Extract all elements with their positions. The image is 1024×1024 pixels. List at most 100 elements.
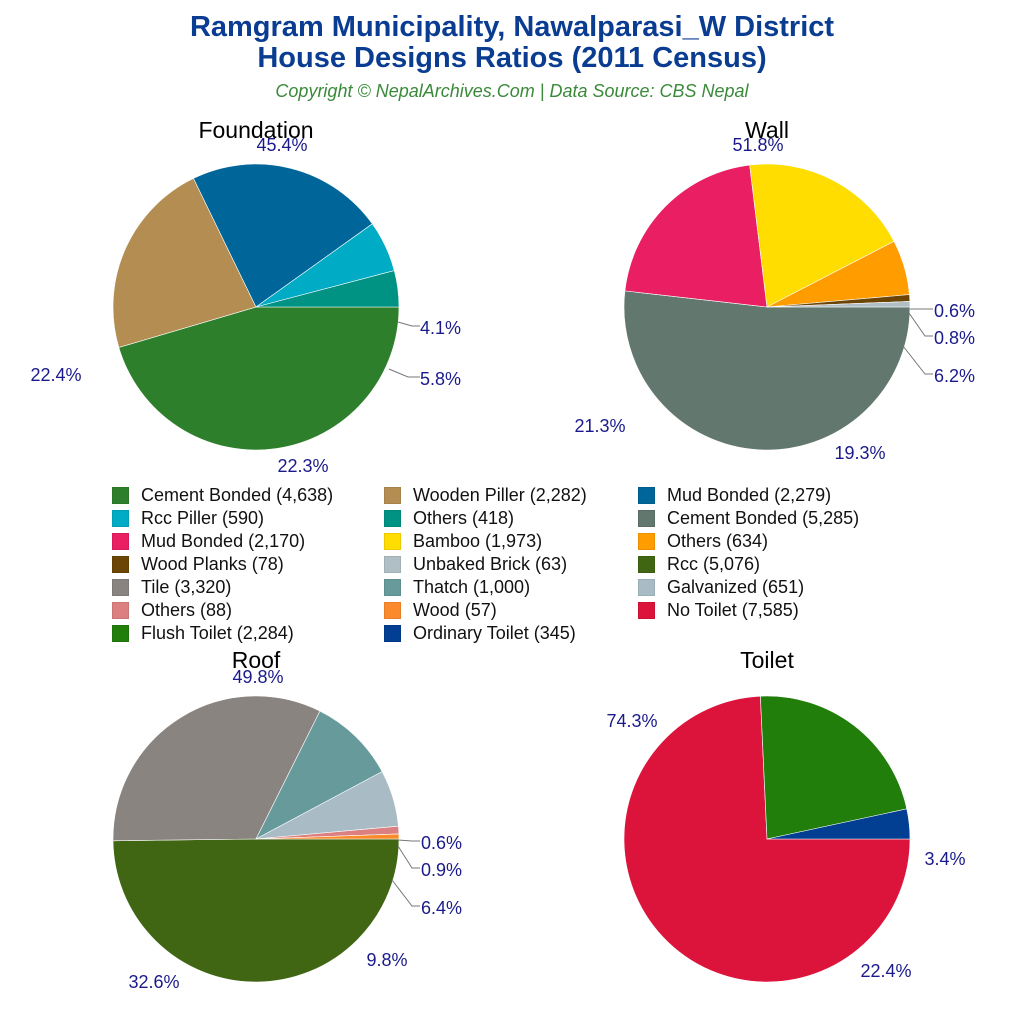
pie-slice-mud-bonded: [193, 163, 373, 308]
legend-swatch: [638, 556, 655, 573]
legend-item: Bamboo (1,973): [384, 530, 542, 553]
chart-subtitle: Copyright © NepalArchives.Com | Data Sou…: [275, 81, 749, 101]
legend-label: Others (634): [667, 531, 769, 551]
pct-label: 3.4%: [924, 849, 965, 869]
legend-item: Others (88): [112, 599, 232, 622]
legend-item: Galvanized (651): [638, 576, 804, 599]
pie-title-foundation: Foundation: [198, 117, 313, 143]
legend-label: Mud Bonded (2,170): [141, 531, 306, 551]
legend-label: Mud Bonded (2,279): [667, 485, 832, 505]
pie-slice-flush-toilet: [760, 695, 908, 840]
chart-title-line1: Ramgram Municipality, Nawalparasi_W Dist…: [189, 11, 835, 43]
pie-slice-bamboo: [749, 163, 895, 308]
legend-swatch: [112, 510, 129, 527]
legend-swatch: [384, 487, 401, 504]
pct-label: 4.1%: [420, 318, 461, 338]
pie-slice-tile: [112, 695, 321, 842]
legend-swatch: [638, 487, 655, 504]
legend-swatch: [384, 533, 401, 550]
legend-label: Tile (3,320): [141, 577, 232, 597]
legend-item: Wooden Piller (2,282): [384, 484, 587, 507]
legend-label: Rcc Piller (590): [141, 508, 265, 528]
pct-label: 22.4%: [30, 365, 81, 385]
legend-item: Rcc (5,076): [638, 553, 760, 576]
pct-label: 5.8%: [420, 369, 461, 389]
pct-label: 32.6%: [128, 972, 179, 992]
pct-label: 22.3%: [277, 456, 328, 476]
legend-swatch: [112, 579, 129, 596]
pct-label: 49.8%: [232, 667, 283, 687]
pie-title-wall: Wall: [745, 117, 789, 143]
legend-swatch: [638, 602, 655, 619]
legend-label: Galvanized (651): [667, 577, 805, 597]
leader-lines: [388, 321, 420, 378]
legend-item: Unbaked Brick (63): [384, 553, 567, 576]
legend-label: Wood Planks (78): [141, 554, 284, 574]
pie-slice-cement-bonded: [118, 306, 400, 451]
pie-slice-rcc: [112, 838, 400, 983]
pct-label: 0.6%: [421, 833, 462, 853]
legend-item: Ordinary Toilet (345): [384, 622, 576, 645]
pct-label: 51.8%: [732, 135, 783, 155]
legend-swatch: [384, 579, 401, 596]
pct-label: 45.4%: [256, 135, 307, 155]
pie-title-roof: Roof: [232, 647, 281, 673]
legend-item: Cement Bonded (4,638): [112, 484, 333, 507]
legend-label: Thatch (1,000): [413, 577, 531, 597]
pie-title-toilet: Toilet: [740, 647, 794, 673]
legend-swatch: [638, 533, 655, 550]
legend-swatch: [112, 602, 129, 619]
legend-swatch: [384, 510, 401, 527]
legend-label: Bamboo (1,973): [413, 531, 543, 551]
legend-swatch: [112, 487, 129, 504]
pie-foundation: Foundation 45.4% 22.4% 22.3% 5.8% 4.1%: [30, 117, 461, 476]
pie-slice-cement-bonded: [623, 290, 911, 451]
pie-slice-unbaked-brick: [766, 301, 911, 308]
legend-swatch: [638, 579, 655, 596]
pct-label: 9.8%: [366, 950, 407, 970]
legend-item: Mud Bonded (2,279): [638, 484, 831, 507]
pct-label: 0.6%: [934, 301, 975, 321]
chart-title-line2: House Designs Ratios (2011 Census): [257, 42, 767, 74]
legend-label: Wood (57): [413, 600, 497, 620]
pct-label: 6.4%: [421, 898, 462, 918]
leader-lines: [391, 839, 420, 907]
pie-wall: Wall 51.8% 21.3% 19.3% 6.2% 0.8% 0.6%: [574, 117, 975, 463]
pie-slice-mud-bonded: [624, 164, 768, 308]
legend-item: Wood Planks (78): [112, 553, 284, 576]
legend-swatch: [112, 533, 129, 550]
legend-item: Cement Bonded (5,285): [638, 507, 859, 530]
legend-item: Tile (3,320): [112, 576, 231, 599]
pie-roof: Roof 49.8% 32.6% 9.8% 6.4% 0.9% 0.6%: [112, 647, 462, 992]
legend-item: No Toilet (7,585): [638, 599, 799, 622]
legend-item: Mud Bonded (2,170): [112, 530, 305, 553]
pct-label: 0.8%: [934, 328, 975, 348]
legend-swatch: [112, 556, 129, 573]
legend-swatch: [384, 602, 401, 619]
legend-label: Wooden Piller (2,282): [413, 485, 587, 505]
legend-swatch: [384, 625, 401, 642]
legend-item: Wood (57): [384, 599, 497, 622]
legend-item: Flush Toilet (2,284): [112, 622, 294, 645]
pct-label: 0.9%: [421, 860, 462, 880]
legend-item: Rcc Piller (590): [112, 507, 264, 530]
pie-slice-ordinary-toilet: [766, 808, 911, 840]
legend-label: Cement Bonded (4,638): [141, 485, 334, 505]
leader-lines: [902, 308, 933, 375]
legend-label: Flush Toilet (2,284): [141, 623, 294, 643]
legend-label: Others (418): [413, 508, 515, 528]
pie-slice-wood: [255, 833, 400, 840]
pct-label: 21.3%: [574, 416, 625, 436]
legend: Cement Bonded (4,638) Wooden Piller (2,28…: [112, 484, 932, 649]
pie-slice-thatch: [255, 710, 383, 840]
legend-label: Unbaked Brick (63): [413, 554, 568, 574]
legend-swatch: [384, 556, 401, 573]
pct-label: 6.2%: [934, 366, 975, 386]
legend-label: Others (88): [141, 600, 233, 620]
legend-label: Ordinary Toilet (345): [413, 623, 576, 643]
legend-swatch: [112, 625, 129, 642]
legend-label: Cement Bonded (5,285): [667, 508, 860, 528]
pie-toilet: Toilet 74.3% 22.4% 3.4%: [606, 647, 966, 983]
legend-label: Rcc (5,076): [667, 554, 761, 574]
